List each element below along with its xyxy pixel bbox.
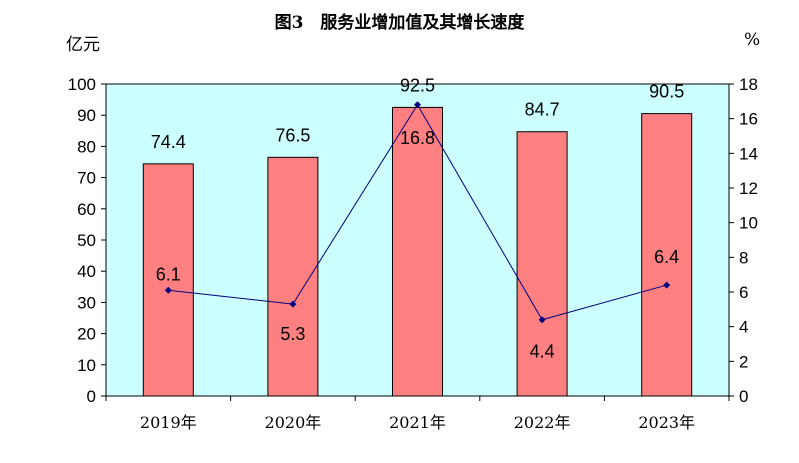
x-tick-label: 2021年 <box>389 413 446 432</box>
growth-point <box>414 101 421 109</box>
line-value-label: 4.4 <box>530 342 555 362</box>
left-tick-label: 90 <box>77 106 96 125</box>
right-tick-label: 16 <box>739 110 758 129</box>
bar-value-label: 76.5 <box>275 125 310 145</box>
left-tick-label: 50 <box>77 231 96 250</box>
chart-title: 图3 服务业增加值及其增长速度 <box>274 13 525 33</box>
bar-value-label: 84.7 <box>525 100 560 120</box>
x-tick-label: 2022年 <box>514 413 571 432</box>
right-tick-label: 18 <box>739 75 758 94</box>
line-value-label: 5.3 <box>280 324 305 344</box>
bar-value-label: 74.4 <box>151 132 186 152</box>
right-tick-label: 2 <box>739 352 748 371</box>
line-value-label: 6.1 <box>156 264 181 284</box>
right-tick-label: 12 <box>739 179 758 198</box>
right-tick-label: 4 <box>739 318 748 337</box>
left-tick-label: 30 <box>77 293 96 312</box>
left-tick-label: 60 <box>77 200 96 219</box>
x-tick-label: 2019年 <box>140 413 197 432</box>
growth-point <box>538 316 546 324</box>
right-tick-label: 6 <box>739 283 748 302</box>
bar <box>392 106 443 397</box>
x-tick-label: 2023年 <box>638 413 695 432</box>
bar-value-label: 90.5 <box>649 82 684 102</box>
left-axis-unit: 亿元 <box>66 35 100 55</box>
right-tick-label: 0 <box>739 387 748 406</box>
bar-value-label: 92.5 <box>400 75 435 95</box>
left-tick-label: 20 <box>77 325 96 344</box>
left-tick-label: 0 <box>87 387 96 406</box>
left-tick-label: 40 <box>77 262 96 281</box>
right-tick-label: 10 <box>739 214 758 233</box>
left-tick-label: 100 <box>68 75 96 94</box>
growth-point <box>289 300 297 308</box>
right-tick-label: 14 <box>739 144 758 163</box>
line-value-label: 16.8 <box>400 128 435 148</box>
left-tick-label: 70 <box>77 169 96 188</box>
left-tick-label: 10 <box>77 356 96 375</box>
bar <box>516 131 568 397</box>
right-axis-unit: % <box>744 30 761 50</box>
x-tick-label: 2020年 <box>265 413 322 432</box>
left-tick-label: 80 <box>77 137 96 156</box>
line-value-label: 6.4 <box>654 247 679 267</box>
right-tick-label: 8 <box>739 248 748 267</box>
growth-point <box>164 286 172 294</box>
growth-point <box>663 281 671 289</box>
bar <box>641 113 693 397</box>
